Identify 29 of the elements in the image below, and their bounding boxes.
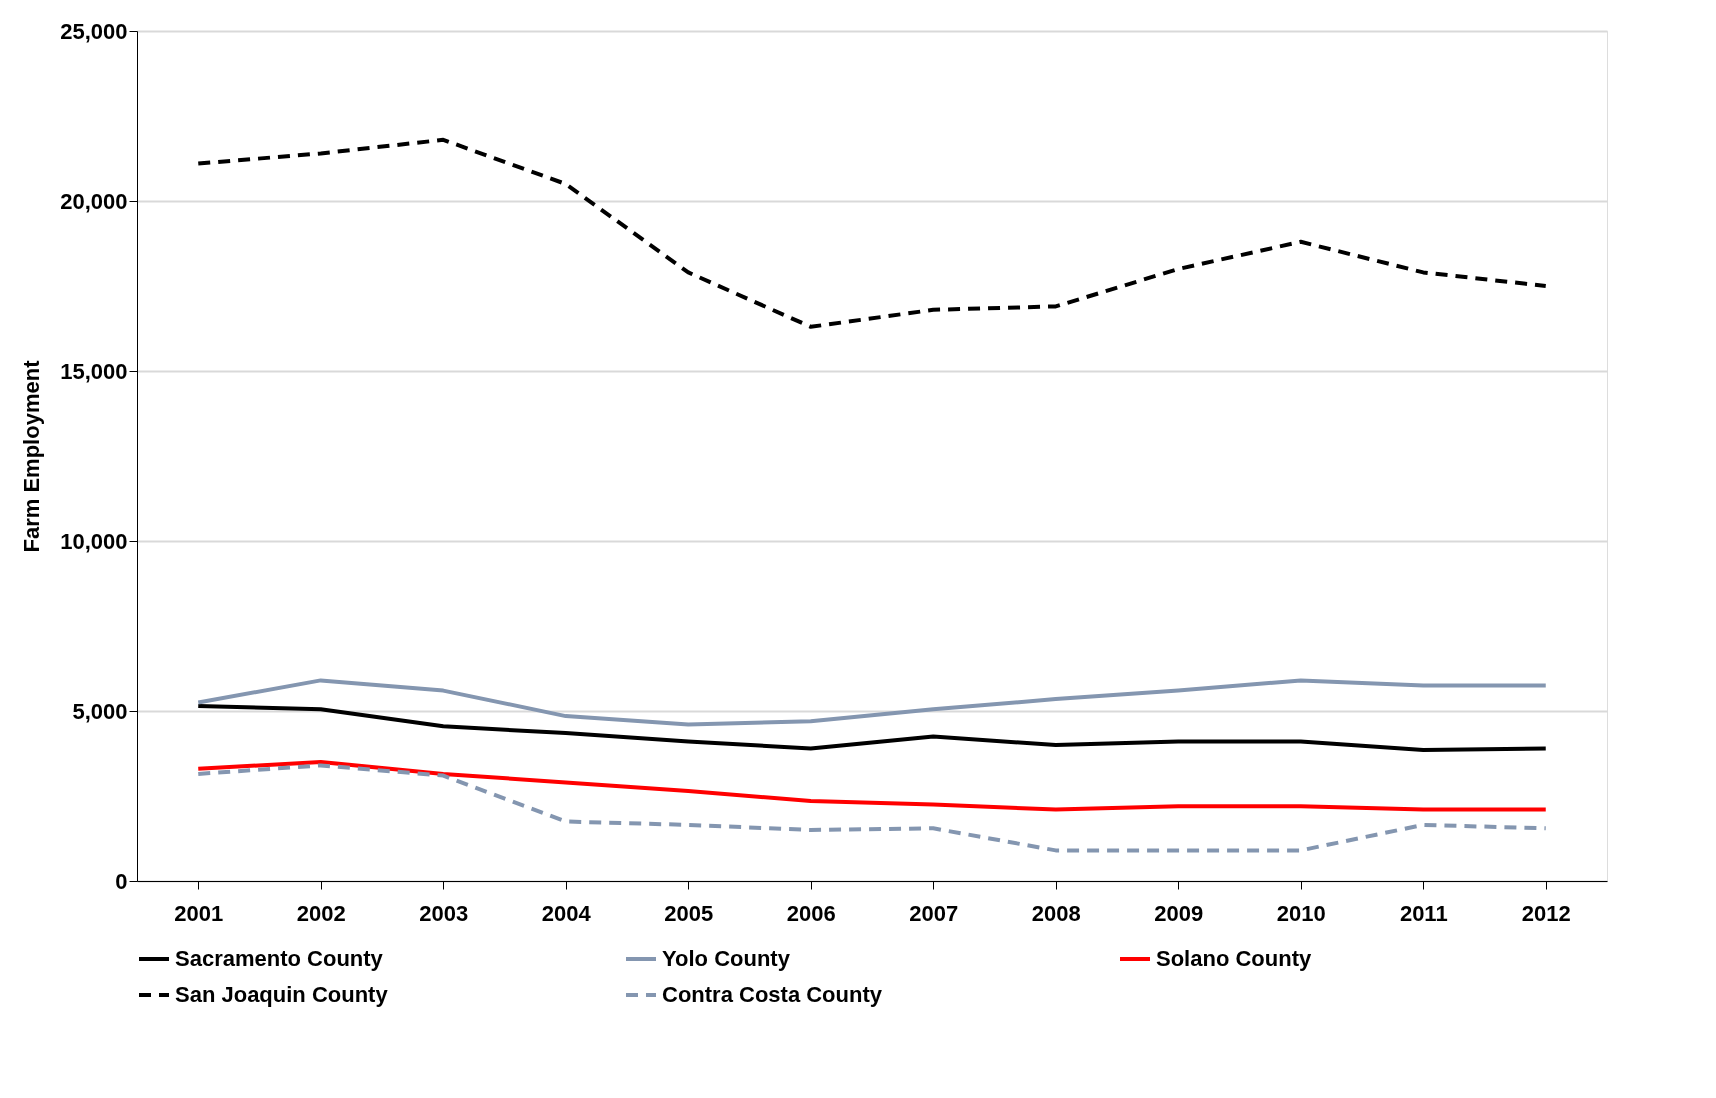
- legend-label: Solano County: [1156, 946, 1312, 971]
- y-tick-label: 25,000: [60, 18, 128, 44]
- x-tick-label: 2012: [1521, 900, 1571, 926]
- line-series: [196, 760, 1548, 812]
- y-tick-label: 5,000: [72, 698, 128, 724]
- y-tick-label: 0: [115, 868, 128, 894]
- y-axis-title: Farm Employment: [19, 359, 45, 553]
- line-series: [196, 763, 1548, 853]
- legend-label: Sacramento County: [175, 946, 384, 971]
- x-tick-label: 2005: [664, 900, 714, 926]
- line-series: [196, 703, 1548, 753]
- y-tick-label: 15,000: [60, 358, 128, 384]
- x-tick-label: 2001: [174, 900, 224, 926]
- x-tick-label: 2008: [1031, 900, 1081, 926]
- legend-label: San Joaquin County: [175, 982, 389, 1007]
- line-series: [196, 137, 1548, 329]
- x-tick-label: 2003: [419, 900, 469, 926]
- x-tick-label: 2011: [1399, 900, 1448, 926]
- x-tick-label: 2010: [1276, 900, 1326, 926]
- y-tick-label: 10,000: [60, 528, 128, 554]
- legend-label: Contra Costa County: [662, 982, 883, 1007]
- line-series: [196, 678, 1548, 727]
- x-tick-label: 2006: [786, 900, 836, 926]
- y-tick-label: 20,000: [60, 188, 128, 214]
- x-tick-label: 2004: [541, 900, 592, 926]
- x-tick-label: 2007: [909, 900, 959, 926]
- x-tick-label: 2009: [1154, 900, 1204, 926]
- legend-label: Yolo County: [662, 946, 791, 971]
- x-tick-label: 2002: [296, 900, 346, 926]
